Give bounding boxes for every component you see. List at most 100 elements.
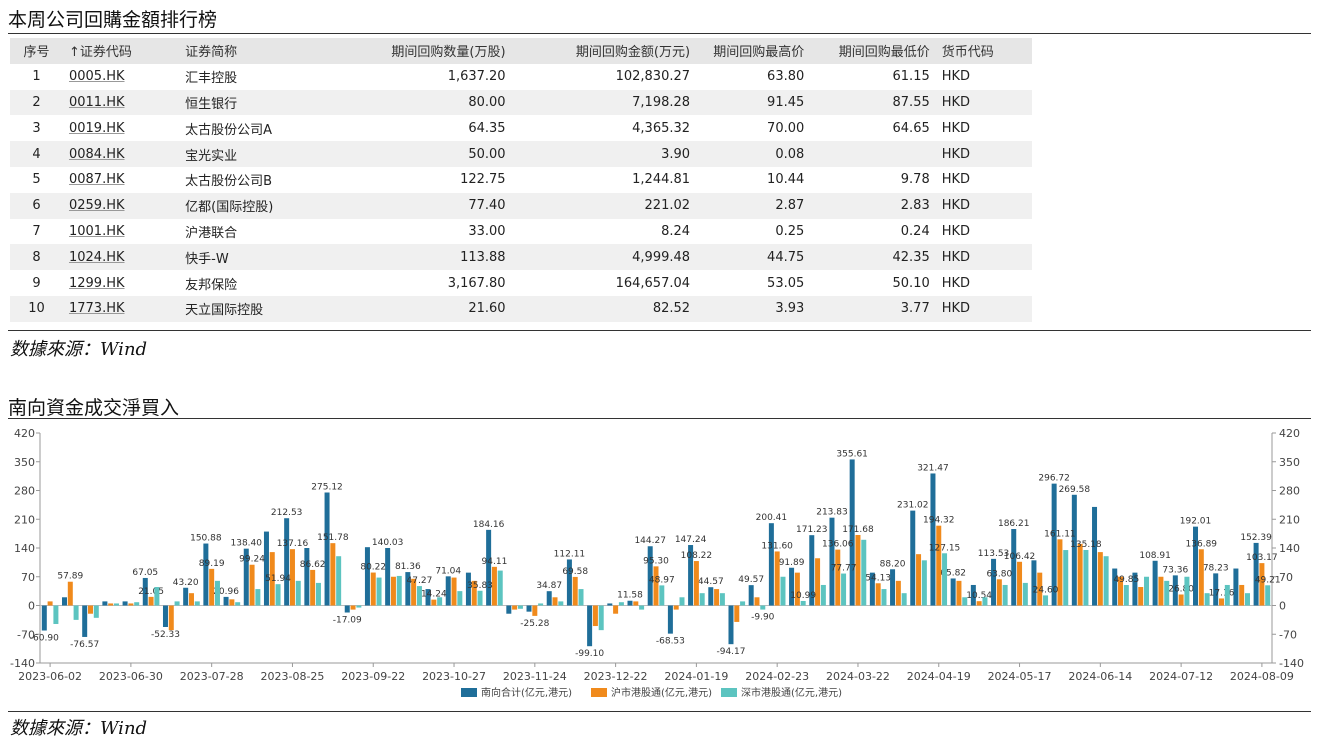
table-cell: HKD: [936, 64, 1032, 90]
bar: [890, 569, 896, 606]
bar: [526, 605, 532, 612]
bar: [1178, 594, 1184, 606]
bar: [61, 597, 67, 606]
y-tick-label: 280: [14, 485, 35, 498]
bar: [315, 582, 321, 606]
cell-text: 53.05: [767, 275, 805, 291]
cell-text: 7,198.28: [632, 94, 691, 110]
security-code-link[interactable]: 0087.HK: [68, 172, 125, 188]
cell-text: 64.35: [468, 120, 506, 136]
table-cell: HKD: [936, 167, 1032, 193]
bar: [673, 605, 679, 610]
bar: [350, 605, 356, 610]
table-cell: 4,365.32: [512, 115, 696, 141]
security-code-link[interactable]: 1024.HK: [68, 249, 125, 265]
data-label: 138.40: [231, 539, 263, 549]
column-header: 证券简称: [179, 38, 329, 64]
data-label: 73.36: [1162, 565, 1188, 575]
bar: [849, 459, 855, 606]
cell-text: 21.60: [468, 301, 506, 317]
table-cell: 91.45: [696, 89, 811, 116]
table-cell: 113.88: [328, 244, 512, 271]
security-code-link[interactable]: 0084.HK: [68, 146, 125, 162]
bar: [760, 605, 766, 610]
table-cell: 3.93: [696, 295, 811, 322]
security-code-link[interactable]: 1001.HK: [68, 223, 125, 239]
bar: [255, 589, 261, 606]
bar: [794, 572, 800, 606]
bar: [754, 597, 760, 606]
data-label: 213.83: [816, 508, 848, 518]
bar: [1063, 550, 1069, 606]
table-cell: 0087.HK: [63, 167, 179, 193]
table-cell: 80.00: [328, 89, 512, 116]
header-row: 序号 ↑证券代码 证券简称 期间回购数量(万股) 期间回购金额(万元) 期间回购最高价 期间…: [10, 38, 1032, 64]
data-label: 186.21: [998, 519, 1030, 529]
security-code-link[interactable]: 0019.HK: [68, 120, 125, 136]
cell-text: 33.00: [468, 223, 506, 239]
bar: [1011, 529, 1017, 606]
table-row: 4 0084.HK 宝光实业 50.00 3.90 0.08 HKD: [10, 141, 1032, 167]
bar: [647, 546, 653, 606]
cell-text: 9.78: [900, 172, 930, 188]
security-code-link[interactable]: 1773.HK: [68, 301, 125, 317]
bar: [477, 590, 483, 606]
cell-text: 沪港联合: [185, 225, 238, 241]
column-header: 货币代码: [935, 38, 1032, 64]
cell-text: 44.75: [767, 249, 805, 265]
bar: [310, 569, 316, 606]
table-cell: 3.90: [511, 141, 697, 167]
y2-tick-label: 350: [1279, 456, 1300, 469]
bar: [800, 600, 806, 606]
data-label: 54.13: [865, 573, 891, 583]
x-tick-label: 2024-07-12: [1149, 670, 1213, 683]
y-tick-label: -140: [10, 657, 35, 670]
bar: [1245, 593, 1251, 606]
cell-text: 9: [32, 275, 41, 291]
bar: [835, 549, 841, 606]
table-cell: 1: [10, 64, 63, 90]
security-code-link[interactable]: 0005.HK: [68, 69, 125, 85]
bar: [344, 605, 350, 613]
data-label: 35.83: [467, 581, 493, 591]
bar: [1253, 542, 1259, 606]
bar: [336, 556, 342, 606]
data-label: -17.09: [333, 616, 362, 626]
bar: [930, 473, 936, 606]
bar: [174, 601, 180, 606]
data-label: 43.20: [173, 578, 199, 588]
bar: [768, 523, 774, 606]
security-code-link[interactable]: 0259.HK: [68, 198, 125, 214]
table-cell: 0.25: [696, 219, 810, 245]
data-label: 135.18: [1070, 540, 1102, 550]
data-label: 231.02: [897, 501, 929, 511]
data-label: 86.62: [300, 560, 326, 570]
table-row: 2 0011.HK 恒生银行 80.00 7,198.28 91.45 87.55 HKD: [10, 89, 1032, 116]
cell-text: 50.10: [892, 275, 930, 291]
table-cell: 恒生银行: [179, 89, 329, 116]
bar: [194, 601, 200, 606]
data-label: 24.60: [1033, 585, 1059, 595]
data-label: 49.57: [738, 575, 764, 585]
table-row: 8 1024.HK 快手-W 113.88 4,999.48 44.75 42.35 HKD: [10, 244, 1032, 271]
table-cell: 1001.HK: [63, 219, 179, 245]
security-code-link[interactable]: 0011.HK: [68, 94, 125, 110]
data-label: 212.53: [271, 508, 303, 518]
bar: [1051, 483, 1057, 606]
bar: [284, 518, 290, 606]
data-label: 192.01: [1180, 517, 1212, 527]
cell-text: 10: [28, 301, 45, 317]
security-code-link[interactable]: 1299.HK: [68, 275, 125, 291]
column-header[interactable]: ↑证券代码: [62, 38, 180, 64]
bar: [950, 578, 956, 606]
x-tick-label: 2023-10-27: [422, 670, 486, 683]
data-label: 103.17: [1246, 553, 1278, 563]
bar: [416, 586, 422, 606]
bar: [512, 605, 518, 610]
table-cell: 70.00: [696, 115, 810, 141]
bar: [1152, 560, 1158, 606]
bar: [364, 547, 370, 606]
bar: [1123, 585, 1129, 606]
data-label: 355.61: [836, 449, 868, 459]
